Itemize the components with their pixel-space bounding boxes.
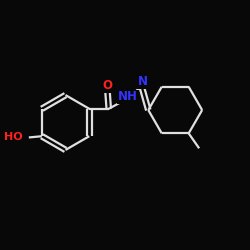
Text: HO: HO <box>4 132 23 142</box>
Text: O: O <box>102 79 113 92</box>
Text: NH: NH <box>118 90 138 103</box>
Text: N: N <box>138 75 148 88</box>
